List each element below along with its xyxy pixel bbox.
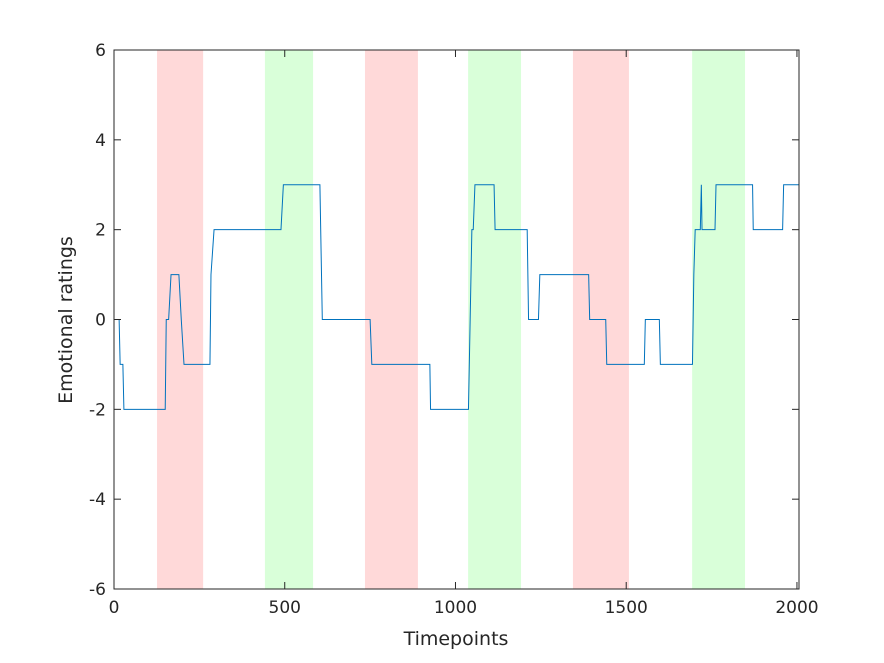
y-tick-label: 0 [95,311,106,331]
x-tick-label: 0 [109,598,120,618]
band [157,50,204,589]
line [114,184,799,410]
x-tick-label: 2000 [775,598,818,618]
x-tick-label: 1000 [434,598,477,618]
y-axis-label: Emotional ratings [55,236,77,404]
x-axis-label: Timepoints [403,628,509,650]
y-tick-label: -2 [89,400,106,420]
y-tick-label: 6 [95,41,106,61]
band [264,50,314,589]
band [468,50,522,589]
band [364,50,418,589]
band [692,50,746,589]
y-tick-label: -6 [89,580,106,600]
x-tick-label: 500 [269,598,301,618]
x-tick-label: 1500 [605,598,648,618]
y-tick-label: 2 [95,221,106,241]
plot-area [114,50,799,589]
y-tick-label: -4 [89,490,106,510]
y-tick-label: 4 [95,131,106,151]
